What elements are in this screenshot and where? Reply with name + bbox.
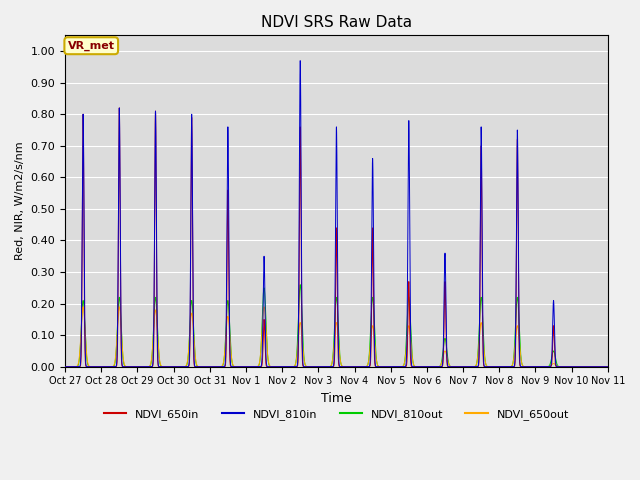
NDVI_810out [596,364,604,370]
NDVI_650out [604,364,612,370]
Title: NDVI SRS Raw Data: NDVI SRS Raw Data [261,15,412,30]
NDVI_810in [533,364,541,370]
Legend: NDVI_650in, NDVI_810in, NDVI_810out, NDVI_650out: NDVI_650in, NDVI_810in, NDVI_810out, NDV… [100,404,573,424]
NDVI_650in [305,364,313,370]
Line: NDVI_650in: NDVI_650in [65,108,608,367]
Text: VR_met: VR_met [68,41,115,51]
NDVI_650out [305,364,313,370]
NDVI_650in [580,364,588,370]
NDVI_650out [596,364,604,370]
NDVI_810in [603,364,611,370]
NDVI_810in [408,360,415,366]
X-axis label: Time: Time [321,392,352,405]
NDVI_810in [604,364,612,370]
Line: NDVI_650out: NDVI_650out [65,307,608,367]
Y-axis label: Red, NIR, W/m2/s/nm: Red, NIR, W/m2/s/nm [15,142,25,260]
NDVI_810in [596,364,604,370]
NDVI_810out [548,354,556,360]
NDVI_810in [61,364,69,370]
NDVI_810out [533,364,541,370]
NDVI_650out [408,347,415,353]
NDVI_810out [408,340,415,346]
NDVI_810out [604,364,612,370]
NDVI_650in [61,364,69,370]
NDVI_650in [115,105,123,111]
NDVI_650in [408,363,415,369]
NDVI_650in [548,360,556,366]
NDVI_810in [548,353,556,359]
NDVI_810out [296,282,304,288]
NDVI_650out [533,364,541,370]
NDVI_650out [548,362,556,368]
NDVI_810in [584,364,592,370]
NDVI_650out [61,364,69,370]
NDVI_810in [305,364,313,370]
NDVI_650in [603,364,611,370]
Line: NDVI_810in: NDVI_810in [65,60,608,367]
NDVI_650in [533,364,541,370]
NDVI_810out [61,364,69,370]
NDVI_650out [79,304,87,310]
Line: NDVI_810out: NDVI_810out [65,285,608,367]
NDVI_810out [305,364,313,370]
NDVI_650out [603,364,611,370]
NDVI_810in [296,58,304,63]
NDVI_810out [603,364,611,370]
NDVI_650in [604,364,612,370]
NDVI_650in [596,364,604,370]
